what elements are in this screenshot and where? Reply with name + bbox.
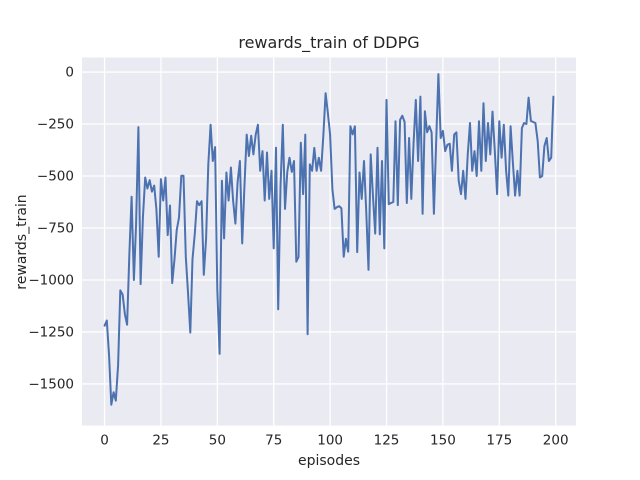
x-tick-label: 25 [152,433,169,449]
y-tick-label: 0 [65,65,74,81]
y-tick-label: −750 [37,220,74,236]
x-tick-label: 0 [100,433,109,449]
x-tick-label: 200 [543,433,569,449]
y-tick-label: −1250 [28,324,74,340]
x-tick-label: 100 [317,433,343,449]
y-axis-label: rewards_train [14,194,30,290]
x-axis-label: episodes [297,453,361,469]
y-tick-label: −1500 [28,376,74,392]
chart-title: rewards_train of DDPG [238,33,420,52]
x-tick-label: 50 [209,433,226,449]
reward-line [103,73,555,406]
y-tick-label: −250 [37,117,74,133]
x-tick-label: 150 [430,433,456,449]
x-tick-label: 175 [486,433,512,449]
x-tick-label: 125 [374,433,400,449]
x-tick-label: 75 [265,433,282,449]
y-tick-label: −500 [37,169,74,185]
plot-background [82,57,576,426]
y-tick-label: −1000 [28,272,74,288]
